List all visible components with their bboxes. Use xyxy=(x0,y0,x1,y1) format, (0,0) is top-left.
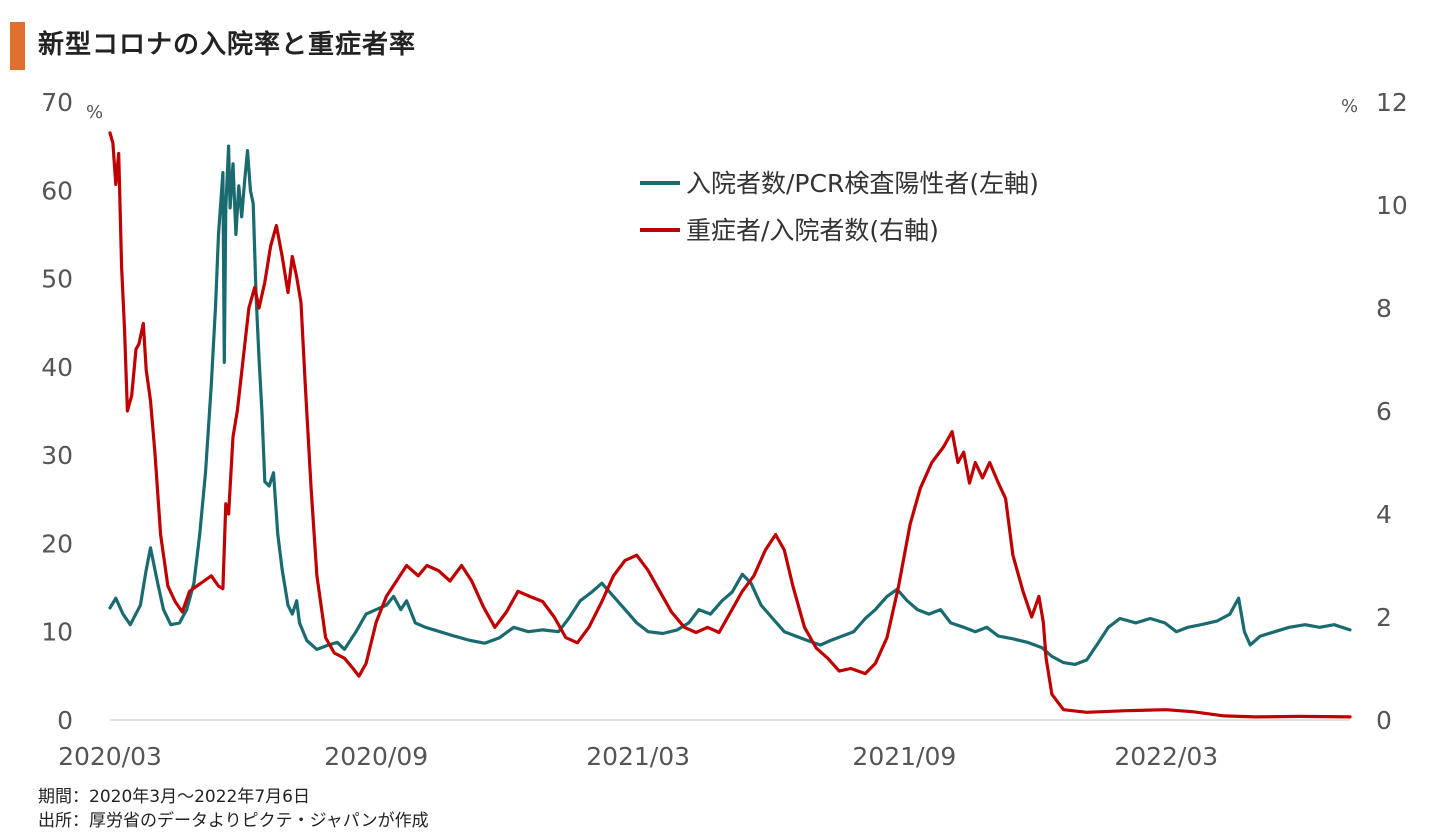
legend-label: 入院者数/PCR検査陽性者(左軸) xyxy=(686,169,1039,198)
series-line-hospitalization xyxy=(108,144,1352,667)
left-tick-label: 30 xyxy=(41,441,73,470)
x-tick-label: 2020/03 xyxy=(58,742,162,771)
series-layer xyxy=(108,131,1352,719)
title-accent-bar xyxy=(10,22,25,70)
x-tick-label: 2021/09 xyxy=(852,742,956,771)
x-tick-label: 2021/03 xyxy=(586,742,690,771)
left-tick-label: 20 xyxy=(41,529,73,558)
footnote-period: 期間：2020年3月～2022年7月6日 xyxy=(38,787,310,807)
right-tick-label: 10 xyxy=(1376,191,1408,220)
left-tick-label: 70 xyxy=(41,88,73,117)
right-axis-unit: % xyxy=(1341,96,1358,117)
left-tick-label: 50 xyxy=(41,265,73,294)
legend-label: 重症者/入院者数(右軸) xyxy=(686,216,939,245)
left-axis-unit: % xyxy=(86,102,103,123)
right-tick-label: 4 xyxy=(1376,500,1392,529)
x-tick-label: 2020/09 xyxy=(324,742,428,771)
x-tick-label: 2022/03 xyxy=(1114,742,1218,771)
series-line-severe xyxy=(108,131,1352,719)
legend: 入院者数/PCR検査陽性者(左軸) 重症者/入院者数(右軸) xyxy=(640,169,1039,245)
x-axis: 2020/03 2020/09 2021/03 2021/09 2022/03 xyxy=(58,742,1218,771)
left-axis: 0 10 20 30 40 50 60 70% xyxy=(41,88,103,735)
left-tick-label: 60 xyxy=(41,176,73,205)
chart-title: 新型コロナの入院率と重症者率 xyxy=(38,30,417,60)
right-tick-label: 12 xyxy=(1376,88,1408,117)
right-tick-label: 8 xyxy=(1376,294,1392,323)
footnote-source: 出所：厚労省のデータよりピクテ・ジャパンが作成 xyxy=(38,811,429,831)
right-tick-label: 2 xyxy=(1376,603,1392,632)
right-axis: 0 2 4 6 8 10 12% xyxy=(1341,88,1408,735)
right-tick-label: 6 xyxy=(1376,397,1392,426)
right-tick-label: 0 xyxy=(1376,706,1392,735)
left-tick-label: 40 xyxy=(41,353,73,382)
left-tick-label: 10 xyxy=(41,618,73,647)
left-tick-label: 0 xyxy=(57,706,73,735)
